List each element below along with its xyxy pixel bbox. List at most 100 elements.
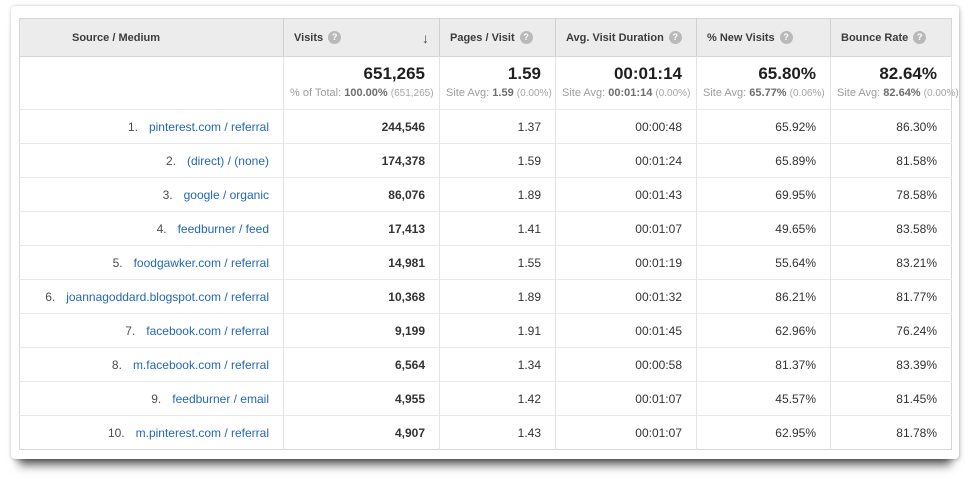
column-header-pct-new-visits[interactable]: % New Visits ? <box>696 18 831 57</box>
table-body: 1. pinterest.com / referral 244,546 1.37 … <box>19 109 952 450</box>
summary-pages-per-visit-subtext: Site Avg: 1.59 (0.00%) <box>446 87 552 99</box>
column-header-pages-per-visit[interactable]: Pages / Visit ? <box>439 18 556 57</box>
summary-avg-visit-duration-subtext: Site Avg: 00:01:14 (0.00%) <box>562 87 691 99</box>
avg-visit-duration-cell: 00:01:07 <box>555 211 697 246</box>
row-rank: 2. <box>165 153 176 168</box>
avg-visit-duration-cell: 00:01:32 <box>555 279 697 314</box>
table-row: 7. facebook.com / referral 9,199 1.91 00:… <box>19 313 952 348</box>
pages-per-visit-cell: 1.43 <box>439 415 556 450</box>
source-medium-link[interactable]: feedburner / feed <box>177 221 269 236</box>
pages-per-visit-cell: 1.89 <box>439 279 556 314</box>
summary-bounce-rate: 82.64% Site Avg: 82.64% (0.00%) <box>830 56 959 110</box>
summary-visits-value: 651,265 <box>363 64 425 83</box>
pages-per-visit-cell: 1.91 <box>439 313 556 348</box>
column-label-avg-visit-duration: Avg. Visit Duration <box>566 31 664 44</box>
source-medium-cell: 9. feedburner / email <box>19 381 284 416</box>
visits-cell: 14,981 <box>283 245 440 280</box>
column-label-bounce-rate: Bounce Rate <box>841 31 909 44</box>
row-rank: 4. <box>156 221 167 236</box>
source-medium-link[interactable]: feedburner / email <box>172 391 269 406</box>
source-medium-link[interactable]: (direct) / (none) <box>186 153 269 168</box>
source-medium-link[interactable]: pinterest.com / referral <box>148 119 269 134</box>
help-icon[interactable]: ? <box>668 31 682 44</box>
table-row: 1. pinterest.com / referral 244,546 1.37 … <box>19 109 952 144</box>
summary-bounce-rate-subtext: Site Avg: 82.64% (0.00%) <box>837 87 959 99</box>
bounce-rate-cell: 81.78% <box>830 415 952 450</box>
bounce-rate-cell: 81.45% <box>830 381 952 416</box>
visits-cell: 174,378 <box>283 143 440 178</box>
source-medium-link[interactable]: joannagoddard.blogspot.com / referral <box>66 289 269 304</box>
avg-visit-duration-cell: 00:01:24 <box>555 143 697 178</box>
table-row: 3. google / organic 86,076 1.89 00:01:43 … <box>19 177 952 212</box>
row-rank: 3. <box>162 187 173 202</box>
visits-cell: 10,368 <box>283 279 440 314</box>
table-row: 8. m.facebook.com / referral 6,564 1.34 0… <box>19 347 952 382</box>
row-rank: 8. <box>111 357 122 372</box>
visits-cell: 9,199 <box>283 313 440 348</box>
table-row: 4. feedburner / feed 17,413 1.41 00:01:07… <box>19 211 952 246</box>
table-row: 2. (direct) / (none) 174,378 1.59 00:01:2… <box>19 143 952 178</box>
report-card: Source / Medium Visits ? ↓ Pages / Visit… <box>11 6 959 459</box>
visits-cell: 244,546 <box>283 109 440 144</box>
pct-new-visits-cell: 65.89% <box>696 143 831 178</box>
column-label-pages-per-visit: Pages / Visit <box>450 31 515 44</box>
pages-per-visit-cell: 1.59 <box>439 143 556 178</box>
column-header-bounce-rate[interactable]: Bounce Rate ? <box>830 18 952 57</box>
table-row: 6. joannagoddard.blogspot.com / referral … <box>19 279 952 314</box>
help-icon[interactable]: ? <box>519 31 533 44</box>
help-icon[interactable]: ? <box>913 31 927 44</box>
pct-new-visits-cell: 86.21% <box>696 279 831 314</box>
source-medium-cell: 6. joannagoddard.blogspot.com / referral <box>19 279 284 314</box>
pages-per-visit-cell: 1.34 <box>439 347 556 382</box>
source-medium-cell: 10. m.pinterest.com / referral <box>19 415 284 450</box>
bounce-rate-cell: 83.39% <box>830 347 952 382</box>
row-rank: 7. <box>125 323 136 338</box>
summary-visits-subtext: % of Total: 100.00% (651,265) <box>290 87 434 99</box>
bounce-rate-cell: 86.30% <box>830 109 952 144</box>
source-medium-link[interactable]: foodgawker.com / referral <box>133 255 269 270</box>
pages-per-visit-cell: 1.41 <box>439 211 556 246</box>
row-rank: 1. <box>127 119 138 134</box>
pages-per-visit-cell: 1.37 <box>439 109 556 144</box>
visits-cell: 4,907 <box>283 415 440 450</box>
visits-cell: 6,564 <box>283 347 440 382</box>
table-row: 9. feedburner / email 4,955 1.42 00:01:07… <box>19 381 952 416</box>
help-icon[interactable]: ? <box>779 31 793 44</box>
row-rank: 5. <box>112 255 123 270</box>
avg-visit-duration-cell: 00:01:07 <box>555 381 697 416</box>
avg-visit-duration-cell: 00:00:48 <box>555 109 697 144</box>
column-label-source-medium: Source / Medium <box>72 31 161 44</box>
source-medium-cell: 8. m.facebook.com / referral <box>19 347 284 382</box>
source-medium-cell: 7. facebook.com / referral <box>19 313 284 348</box>
pct-new-visits-cell: 69.95% <box>696 177 831 212</box>
pct-new-visits-cell: 62.96% <box>696 313 831 348</box>
pages-per-visit-cell: 1.42 <box>439 381 556 416</box>
source-medium-table: Source / Medium Visits ? ↓ Pages / Visit… <box>19 18 959 450</box>
avg-visit-duration-cell: 00:00:58 <box>555 347 697 382</box>
avg-visit-duration-cell: 00:01:07 <box>555 415 697 450</box>
row-rank: 6. <box>45 289 56 304</box>
pct-new-visits-cell: 65.92% <box>696 109 831 144</box>
bounce-rate-cell: 78.58% <box>830 177 952 212</box>
row-rank: 10. <box>107 425 125 440</box>
sort-descending-icon[interactable]: ↓ <box>422 29 429 46</box>
source-medium-link[interactable]: m.facebook.com / referral <box>132 357 269 372</box>
summary-pages-per-visit: 1.59 Site Avg: 1.59 (0.00%) <box>439 56 556 110</box>
bounce-rate-cell: 76.24% <box>830 313 952 348</box>
avg-visit-duration-cell: 00:01:19 <box>555 245 697 280</box>
table-row: 5. foodgawker.com / referral 14,981 1.55 … <box>19 245 952 280</box>
table-row: 10. m.pinterest.com / referral 4,907 1.43… <box>19 415 952 450</box>
pct-new-visits-cell: 49.65% <box>696 211 831 246</box>
summary-avg-visit-duration: 00:01:14 Site Avg: 00:01:14 (0.00%) <box>555 56 697 110</box>
source-medium-link[interactable]: m.pinterest.com / referral <box>135 425 269 440</box>
source-medium-link[interactable]: google / organic <box>183 187 269 202</box>
column-header-source-medium[interactable]: Source / Medium <box>19 18 284 57</box>
bounce-rate-cell: 83.58% <box>830 211 952 246</box>
pct-new-visits-cell: 45.57% <box>696 381 831 416</box>
column-header-visits[interactable]: Visits ? ↓ <box>283 18 440 57</box>
help-icon[interactable]: ? <box>328 31 342 44</box>
source-medium-link[interactable]: facebook.com / referral <box>146 323 269 338</box>
column-header-avg-visit-duration[interactable]: Avg. Visit Duration ? <box>555 18 697 57</box>
pct-new-visits-cell: 55.64% <box>696 245 831 280</box>
summary-source-medium-empty <box>19 56 284 110</box>
